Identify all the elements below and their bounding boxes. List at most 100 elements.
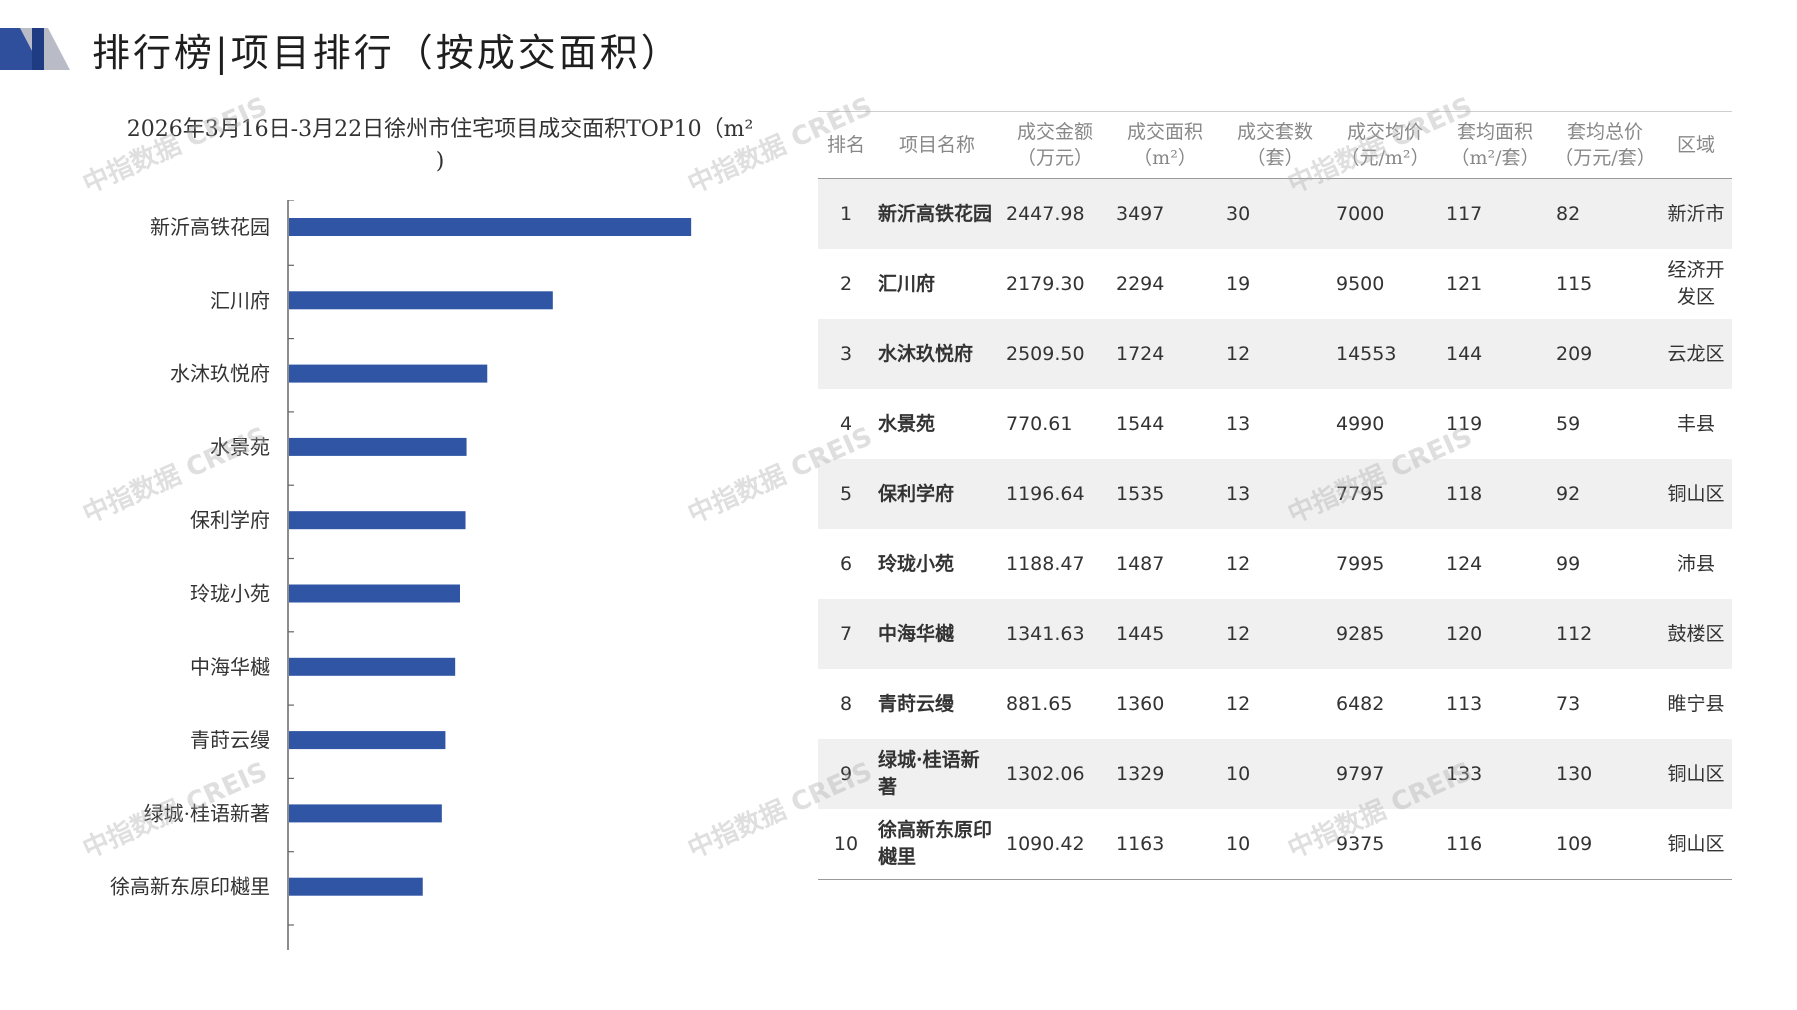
bar <box>289 437 467 456</box>
cell-avg-area: 124 <box>1446 552 1483 575</box>
cell-name: 徐高新东原印樾里 <box>874 809 1000 880</box>
cell-price: 9797 <box>1330 739 1440 809</box>
cell-rank: 7 <box>818 599 874 669</box>
cell-district: 丰县 <box>1676 412 1715 435</box>
cell-name: 水景苑 <box>878 412 936 435</box>
cell-area: 1544 <box>1116 412 1165 435</box>
bar <box>289 657 456 676</box>
cell-rank: 8 <box>839 692 853 715</box>
category-label: 青莳云缦 <box>190 728 270 752</box>
cell-avg-total: 73 <box>1556 692 1581 715</box>
cell-units: 12 <box>1226 692 1251 715</box>
cell-name: 保利学府 <box>874 459 1000 529</box>
cell-name: 新沂高铁花园 <box>874 178 1000 249</box>
cell-rank: 1 <box>818 178 874 249</box>
cell-units: 13 <box>1226 412 1251 435</box>
column-header: 成交套数 （套） <box>1220 111 1330 179</box>
cell-amount: 2509.50 <box>1000 319 1110 389</box>
bar <box>289 218 692 236</box>
column-header-line1: 套均面积 <box>1456 121 1533 143</box>
column-header-line2: （万元/套） <box>1554 147 1656 169</box>
column-header: 套均总价 （万元/套） <box>1550 111 1660 179</box>
cell-price: 9500 <box>1336 272 1385 295</box>
column-header-line1: 项目名称 <box>898 134 975 156</box>
cell-avg-area: 121 <box>1446 272 1483 295</box>
cell-rank: 5 <box>818 459 874 529</box>
cell-district: 经济开发区 <box>1667 259 1725 308</box>
bar <box>289 364 488 383</box>
cell-rank: 3 <box>818 319 874 389</box>
bar <box>289 731 446 750</box>
cell-area: 1329 <box>1110 739 1220 809</box>
cell-name: 中海华樾 <box>874 599 1000 669</box>
bar <box>289 877 423 896</box>
cell-name: 玲珑小苑 <box>878 552 955 575</box>
cell-amount: 2447.98 <box>1000 178 1110 249</box>
cell-units: 13 <box>1220 459 1330 529</box>
table-header-row: 排名 项目名称 成交金额 （万元） 成交面积 （m²） 成交套数 （套） 成交均价 （元/m²） 套… <box>818 111 1732 179</box>
cell-area: 1724 <box>1110 319 1220 389</box>
cell-avg-area: 117 <box>1440 178 1550 249</box>
column-header: 成交金额 （万元） <box>1000 111 1110 179</box>
table-row: 3 水沐玖悦府 2509.50 1724 12 14553 144 209 云龙区 <box>818 319 1732 389</box>
cell-district: 新沂市 <box>1660 178 1732 249</box>
cell-name: 汇川府 <box>878 272 936 295</box>
cell-amount: 2179.30 <box>1006 272 1085 295</box>
cell-rank: 9 <box>818 739 874 809</box>
column-header-line2: （万元） <box>1016 147 1093 169</box>
table-row: 2 汇川府 2179.30 2294 19 9500 121 115 经济开发区 <box>818 249 1732 319</box>
cell-rank: 6 <box>839 552 853 575</box>
column-header-line1: 成交金额 <box>1016 121 1093 143</box>
category-label: 新沂高铁花园 <box>150 215 270 239</box>
cell-area: 1163 <box>1110 809 1220 880</box>
cell-district: 鼓楼区 <box>1660 599 1732 669</box>
category-label: 水景苑 <box>210 435 270 459</box>
cell-area: 1360 <box>1116 692 1165 715</box>
category-label: 玲珑小苑 <box>190 582 270 606</box>
cell-price: 4990 <box>1336 412 1385 435</box>
table-row: 1 新沂高铁花园 2447.98 3497 30 7000 117 82 新沂市 <box>818 178 1732 249</box>
cell-units: 19 <box>1226 272 1251 295</box>
cell-price: 6482 <box>1336 692 1385 715</box>
table-row: 8 青莳云缦 881.65 1360 12 6482 113 73 睢宁县 <box>818 669 1732 739</box>
cell-district: 铜山区 <box>1660 809 1732 880</box>
column-header: 成交面积 （m²） <box>1110 111 1220 179</box>
chart-title: 2026年3月16日-3月22日徐州市住宅项目成交面积TOP10（m² ) <box>80 114 800 178</box>
bar <box>289 511 466 530</box>
cell-avg-total: 209 <box>1550 319 1660 389</box>
header-logo-shape <box>0 28 70 70</box>
column-header-line2: （m²/套） <box>1450 147 1540 169</box>
column-header-line2: （元/m²） <box>1340 147 1430 169</box>
bar <box>289 804 442 823</box>
column-header-line1: 区域 <box>1676 134 1715 156</box>
cell-amount: 1341.63 <box>1000 599 1110 669</box>
column-header-line2: （套） <box>1246 147 1304 169</box>
column-header: 项目名称 <box>874 111 1000 179</box>
cell-district: 沛县 <box>1676 552 1715 575</box>
table-row: 6 玲珑小苑 1188.47 1487 12 7995 124 99 沛县 <box>818 529 1732 599</box>
cell-avg-area: 144 <box>1440 319 1550 389</box>
cell-avg-total: 109 <box>1550 809 1660 880</box>
cell-avg-area: 119 <box>1446 412 1483 435</box>
bar <box>289 584 461 603</box>
table-row: 7 中海华樾 1341.63 1445 12 9285 120 112 鼓楼区 <box>818 599 1732 669</box>
column-header-line1: 成交面积 <box>1126 121 1203 143</box>
column-header-line1: 排名 <box>826 134 865 156</box>
column-header-line1: 成交均价 <box>1346 121 1423 143</box>
category-label: 保利学府 <box>190 508 270 532</box>
column-header-line2: （m²） <box>1133 147 1197 169</box>
cell-name: 绿城·桂语新著 <box>874 739 1000 809</box>
cell-district: 云龙区 <box>1660 319 1732 389</box>
cell-units: 10 <box>1220 809 1330 880</box>
cell-units: 10 <box>1220 739 1330 809</box>
chart-title-line1: 2026年3月16日-3月22日徐州市住宅项目成交面积TOP10（m² <box>126 117 754 142</box>
cell-avg-area: 116 <box>1440 809 1550 880</box>
column-header: 排名 <box>818 111 874 179</box>
cell-district: 睢宁县 <box>1667 692 1725 715</box>
cell-amount: 770.61 <box>1006 412 1073 435</box>
cell-area: 2294 <box>1116 272 1165 295</box>
cell-price: 7000 <box>1330 178 1440 249</box>
column-header: 成交均价 （元/m²） <box>1330 111 1440 179</box>
cell-area: 1445 <box>1110 599 1220 669</box>
cell-units: 12 <box>1226 552 1251 575</box>
